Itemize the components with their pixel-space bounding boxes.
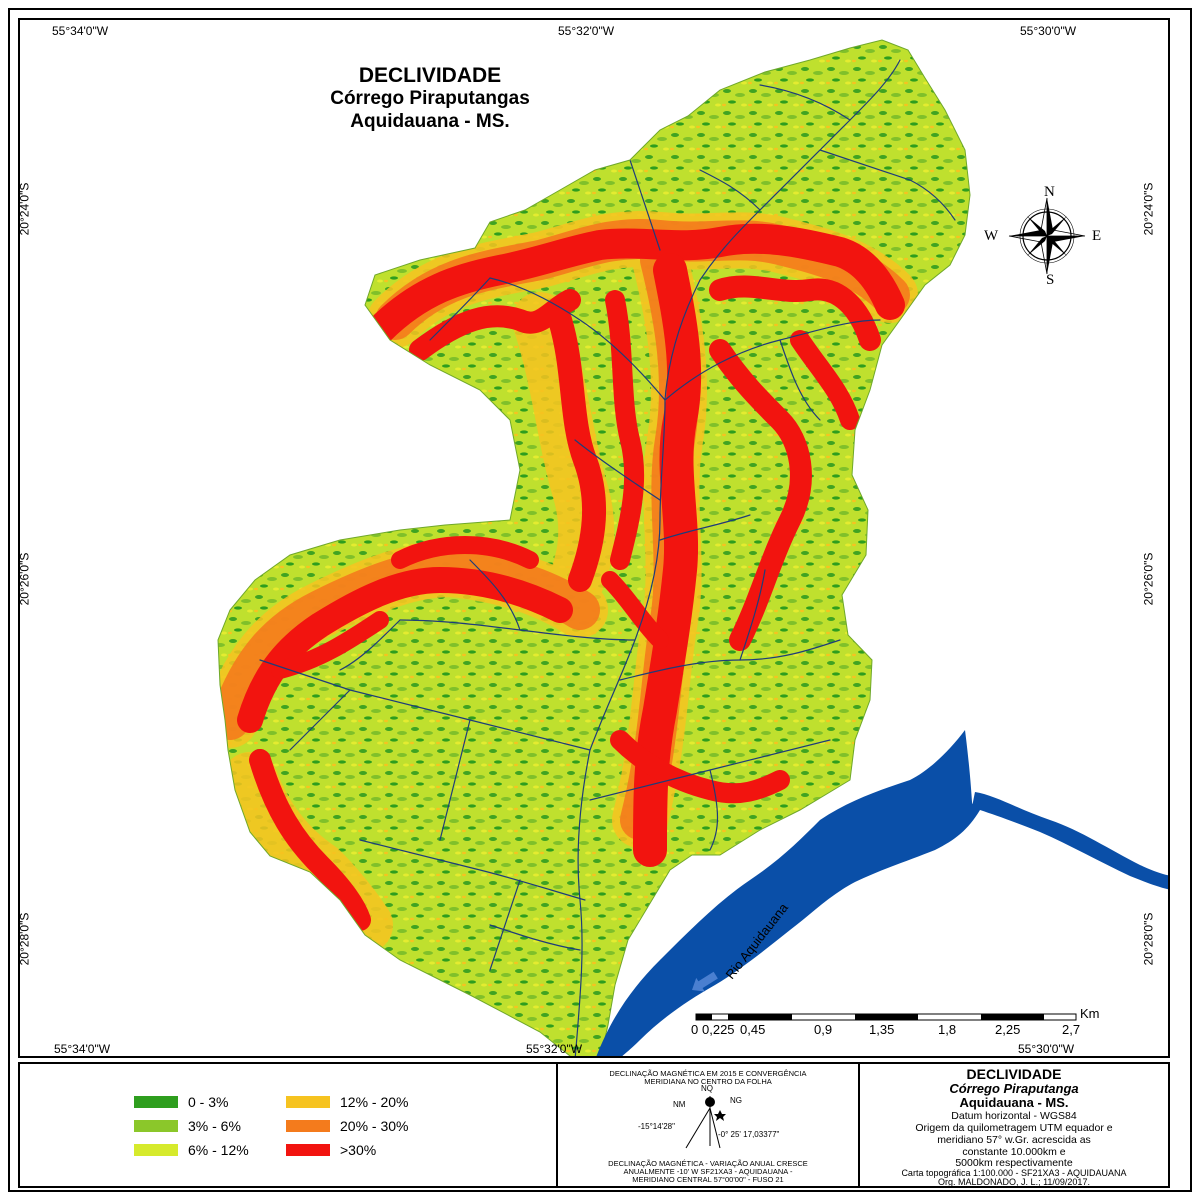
scale-label-5: 1,8 (938, 1022, 957, 1037)
scale-label-3: 0,9 (814, 1022, 833, 1037)
compass-w: W (984, 228, 999, 244)
map-title-line2: Córrego Piraputangas (330, 88, 530, 109)
declination-nq: NQ (701, 1084, 713, 1093)
drainage-network (259, 59, 956, 1056)
declination-top-2: MERIDIANA NO CENTRO DA FOLHA (644, 1077, 772, 1086)
north-arrow-icon (1008, 197, 1086, 275)
legend-label-2: 3% - 6% (188, 1118, 241, 1134)
legend-item-4: 12% - 20% (286, 1094, 408, 1110)
legend-item-6: >30% (286, 1142, 376, 1158)
compass-s: S (1046, 272, 1055, 288)
legend-swatch-3 (134, 1144, 178, 1156)
scale-label-6: 2,25 (995, 1022, 1021, 1037)
info-datum: Datum horizontal - WGS84 (951, 1110, 1077, 1122)
slope-map: Rio Aquidauana (217, 39, 1168, 1056)
declination-bottom-3: MERIDIANO CENTRAL 57°00'00" - FUSO 21 (632, 1175, 784, 1184)
info-panel: DECLIVIDADE Córrego Piraputanga Aquidaua… (858, 1062, 1170, 1188)
legend-item-1: 0 - 3% (134, 1094, 228, 1110)
legend-label-3: 6% - 12% (188, 1142, 249, 1158)
legend-swatch-4 (286, 1096, 330, 1108)
info-line5: Carta topográfica 1:100.000 - SF21XA3 - … (901, 1168, 1127, 1178)
declination-diagram (685, 1096, 726, 1149)
scale-unit: Km (1080, 1006, 1100, 1021)
info-line6: Org. MALDONADO, J. L.; 11/09/2017. (938, 1177, 1090, 1187)
declination-top-1: DECLINAÇÃO MAGNÉTICA EM 2015 E CONVERGÊN… (609, 1069, 807, 1078)
declination-bottom-1: DECLINAÇÃO MAGNÉTICA - VARIAÇÃO ANUAL CR… (608, 1159, 808, 1168)
info-subtitle2: Aquidauana - MS. (959, 1095, 1069, 1110)
coord-top-mid: 55°32'0"W (558, 24, 615, 38)
declination-panel: DECLINAÇÃO MAGNÉTICA EM 2015 E CONVERGÊN… (556, 1062, 860, 1188)
compass-n: N (1044, 184, 1055, 200)
legend-label-6: >30% (340, 1142, 377, 1158)
legend-swatch-6 (286, 1144, 330, 1156)
coord-right-2: 20°26'0"S (1141, 552, 1156, 606)
coord-top-right: 55°30'0"W (1020, 24, 1077, 38)
coord-left-1: 20°24'0"S (18, 182, 32, 236)
coord-bottom-right: 55°30'0"W (1018, 1042, 1075, 1056)
declination-ng: NG (730, 1096, 742, 1105)
legend-label-5: 20% - 30% (340, 1118, 409, 1134)
legend-swatch-5 (286, 1120, 330, 1132)
map-title-line1: DECLIVIDADE (358, 64, 502, 87)
coord-left-2: 20°26'0"S (18, 552, 32, 606)
coord-right-3: 20°28'0"S (1141, 912, 1156, 966)
river-arrow-icon (692, 971, 718, 992)
declination-nm: NM (673, 1100, 686, 1109)
declination-left-angle: -15°14'28" (638, 1122, 675, 1131)
very-steep-slope-red (237, 223, 905, 931)
info-line4: 5000km respectivamente (955, 1157, 1073, 1169)
info-subtitle1: Córrego Piraputanga (949, 1081, 1079, 1096)
legend-item-5: 20% - 30% (286, 1118, 408, 1134)
scale-label-4: 1,35 (869, 1022, 895, 1037)
legend-panel: 0 - 3% 3% - 6% 6% - 12% 12% - 20% 20% - … (18, 1062, 558, 1188)
scale-label-7: 2,7 (1062, 1022, 1081, 1037)
coord-bottom-left: 55°34'0"W (54, 1042, 111, 1056)
info-line1: Origem da quilometragem UTM equador e (915, 1122, 1113, 1134)
scale-label-1: 0,225 (702, 1022, 735, 1037)
coord-top-left: 55°34'0"W (52, 24, 109, 38)
legend-item-2: 3% - 6% (134, 1118, 241, 1134)
info-title: DECLIVIDADE (966, 1066, 1062, 1082)
scale-label-0: 0 (691, 1022, 699, 1037)
rio-aquidauana-river (596, 730, 1168, 1056)
bottom-panels: 0 - 3% 3% - 6% 6% - 12% 12% - 20% 20% - … (18, 1062, 1170, 1188)
map-title-line3: Aquidauana - MS. (350, 111, 510, 132)
coord-right-1: 20°24'0"S (1141, 182, 1156, 236)
info-line3: constante 10.000km e (962, 1146, 1066, 1158)
coord-top-mid-small: 55 (572, 20, 583, 21)
legend-label-4: 12% - 20% (340, 1094, 409, 1110)
info-line2: meridiano 57° w.Gr. acrescida as (937, 1134, 1091, 1146)
map-title: DECLIVIDADE Córrego Piraputangas Aquidau… (275, 64, 585, 133)
scale-label-2: 0,45 (740, 1022, 766, 1037)
coord-left-3: 20°28'0"S (18, 912, 32, 966)
legend-item-3: 6% - 12% (134, 1142, 249, 1158)
coord-bottom-mid: 55°32'0"W (526, 1042, 583, 1056)
legend-swatch-1 (134, 1096, 178, 1108)
map-frame: Rio Aquidauana DECLIV (18, 18, 1170, 1058)
declination-right-angle: -0° 25' 17,03377" (718, 1130, 780, 1139)
scale-bar (695, 1013, 1077, 1021)
legend-swatch-2 (134, 1120, 178, 1132)
compass-e: E (1092, 228, 1102, 244)
declination-bottom-2: ANUALMENTE -10' W SF21XA3 - AQUIDAUANA - (623, 1167, 793, 1176)
legend-label-1: 0 - 3% (188, 1094, 229, 1110)
outer-frame (8, 8, 1192, 1192)
